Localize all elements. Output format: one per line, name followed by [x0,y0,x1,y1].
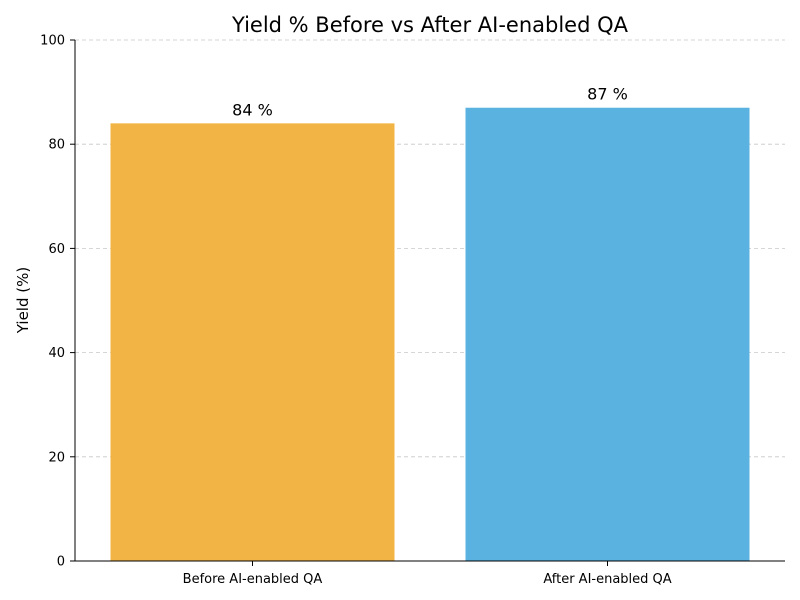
chart-title: Yield % Before vs After AI-enabled QA [231,13,629,37]
axes: Before AI-enabled QA After AI-enabled QA 0… [40,34,785,587]
data-label: 87 % [587,85,628,104]
bar-1 [110,123,395,562]
y-tick-label: 60 [48,242,65,257]
data-labels: 84 % 87 % [232,85,628,120]
y-tick-label: 40 [48,346,65,361]
x-tick-label: After AI-enabled QA [543,572,671,587]
y-tick-label: 0 [57,555,65,570]
data-label: 84 % [232,100,273,119]
y-tick-label: 20 [48,450,65,465]
y-tick-label: 80 [48,138,65,153]
x-tick-label: Before AI-enabled QA [183,572,323,587]
y-tick-label: 100 [40,34,65,49]
y-axis-label: Yield (%) [14,267,32,334]
bar-2 [465,107,750,561]
bars [110,107,750,562]
